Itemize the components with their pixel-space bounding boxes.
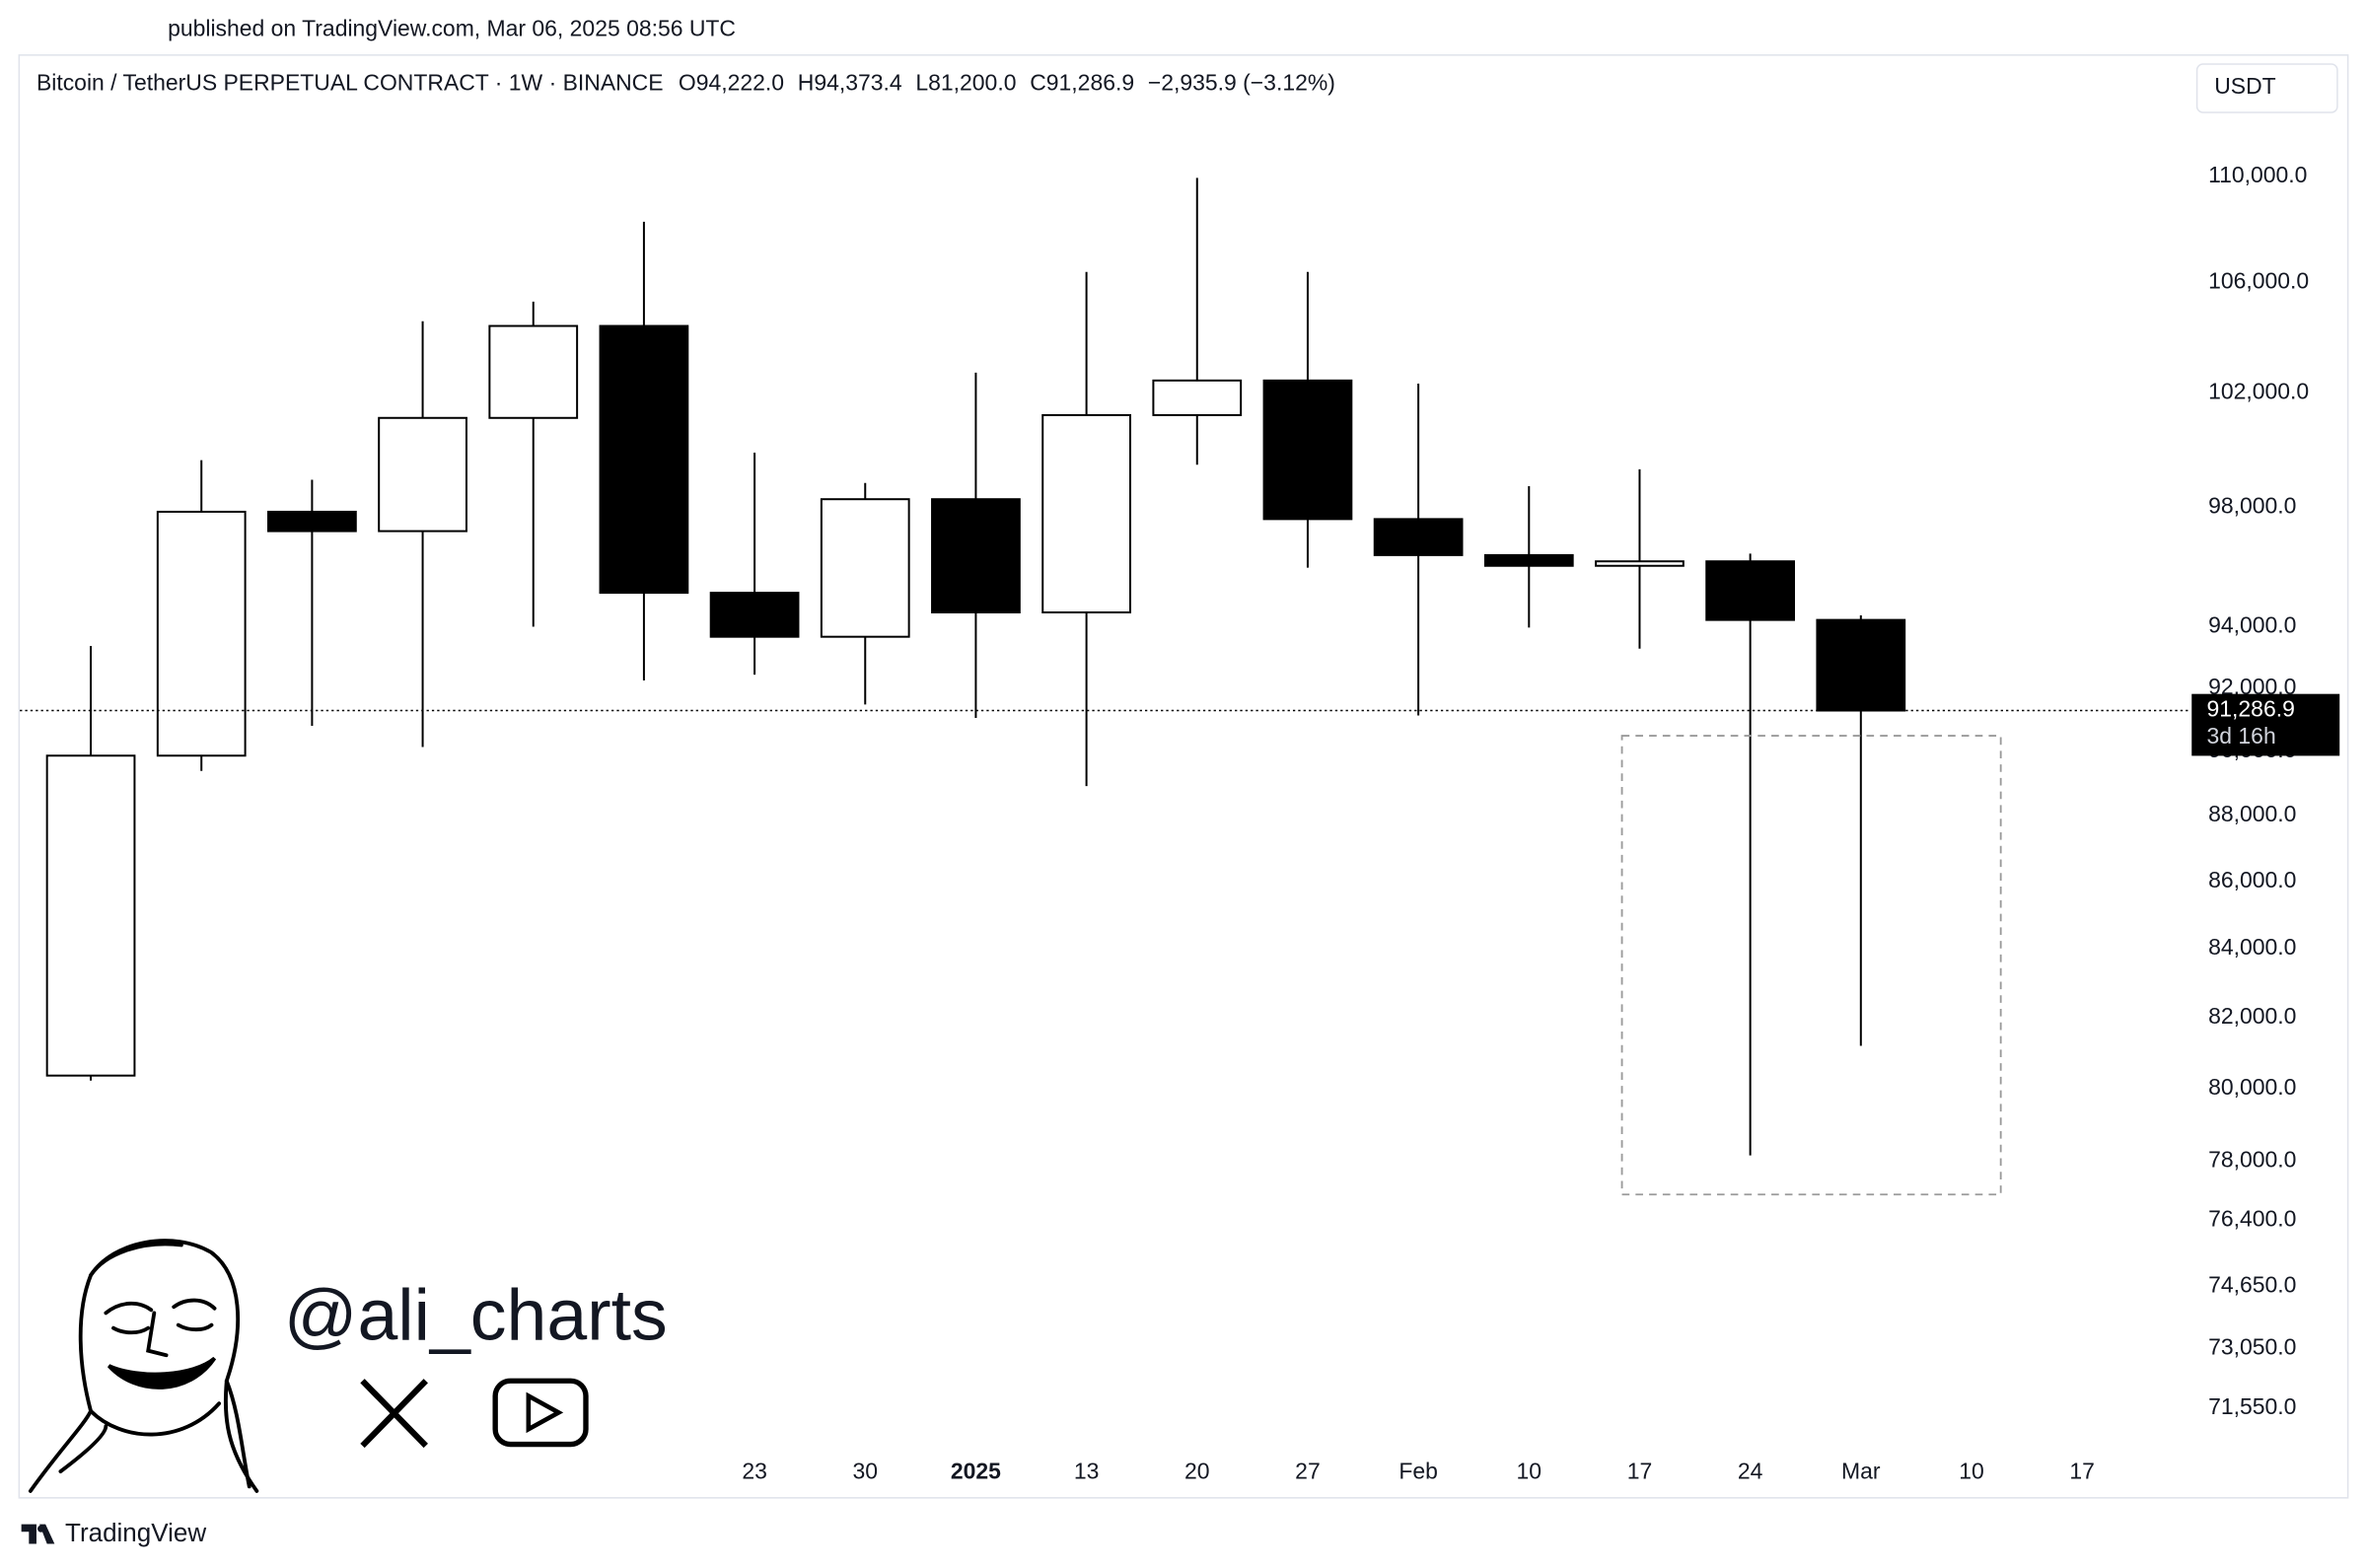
x-tick-label: 17 <box>2069 1459 2095 1484</box>
last-price-label: 91,286.9 <box>2207 696 2295 722</box>
countdown: 3d 16h <box>2207 723 2276 748</box>
candle-body <box>488 324 579 419</box>
x-tick-label: 10 <box>1959 1459 1984 1484</box>
x-tick-label: 20 <box>1184 1459 1210 1484</box>
y-tick-label: 88,000.0 <box>2208 801 2296 826</box>
x-tick-label: 2025 <box>951 1459 1001 1484</box>
candle-body <box>267 510 357 533</box>
ohlc-value: O94,222.0 <box>679 70 784 96</box>
published-note: published on TradingView.com, Mar 06, 20… <box>168 16 736 41</box>
candles <box>45 178 1906 1156</box>
x-tick-label: 24 <box>1738 1459 1763 1484</box>
y-tick-label: 94,000.0 <box>2208 612 2296 638</box>
y-tick-label: 82,000.0 <box>2208 1003 2296 1029</box>
candle-body <box>156 510 247 757</box>
ohlc-value: L81,200.0 <box>915 70 1016 96</box>
x-axis: 23 30 2025 13 20 27 Feb 10 17 24 Mar 10 17 <box>742 1459 2095 1484</box>
chart-frame <box>18 54 2349 1499</box>
ohlc-value: −2,935.9 (−3.12%) <box>1148 70 1335 96</box>
y-tick-label: 71,550.0 <box>2208 1393 2296 1419</box>
y-tick-label: 110,000.0 <box>2208 162 2307 187</box>
candle-body <box>1373 518 1464 556</box>
y-tick-label: 73,050.0 <box>2208 1334 2296 1360</box>
ohlc-value: C91,286.9 <box>1030 70 1134 96</box>
x-tick-label: 27 <box>1295 1459 1321 1484</box>
currency-label[interactable]: USDT <box>2214 73 2275 99</box>
chart-header: Bitcoin / TetherUS PERPETUAL CONTRACT · … <box>36 70 1335 96</box>
candle-body <box>1705 560 1796 621</box>
candle-body <box>1816 618 1906 712</box>
y-tick-label: 80,000.0 <box>2208 1074 2296 1100</box>
x-tick-label: 30 <box>852 1459 878 1484</box>
x-tick-label: Mar <box>1841 1459 1881 1484</box>
candle-body <box>709 592 800 638</box>
y-tick-label: 76,400.0 <box>2208 1205 2296 1231</box>
ohlc-value: H94,373.4 <box>798 70 902 96</box>
footer-logo <box>21 1524 55 1544</box>
y-tick-label: 86,000.0 <box>2208 867 2296 892</box>
chart-title: Bitcoin / TetherUS PERPETUAL CONTRACT · … <box>36 70 664 96</box>
highlight-box <box>1620 735 2002 1196</box>
currency-button[interactable] <box>2195 63 2338 113</box>
x-tick-label: Feb <box>1399 1459 1438 1484</box>
x-tick-label: 17 <box>1627 1459 1653 1484</box>
y-tick-label: 106,000.0 <box>2208 268 2309 294</box>
candle-body <box>1483 553 1574 567</box>
last-price: 91,286.93d 16h <box>20 693 2340 756</box>
candle-body <box>1041 413 1131 613</box>
youtube-logo <box>492 1378 589 1448</box>
y-tick-label: 78,000.0 <box>2208 1146 2296 1172</box>
candle-body <box>378 416 467 533</box>
footer-brand: TradingView <box>65 1518 206 1547</box>
last-price-box <box>2191 693 2340 756</box>
candle-body <box>820 498 910 638</box>
candle-body <box>1152 379 1243 416</box>
x-tick-label: 10 <box>1517 1459 1542 1484</box>
y-tick-label: 98,000.0 <box>2208 493 2296 519</box>
candle-body <box>931 498 1021 613</box>
y-tick-label: 84,000.0 <box>2208 934 2296 960</box>
candle-body <box>45 754 136 1077</box>
y-tick-label: 102,000.0 <box>2208 378 2309 403</box>
x-tick-label: 13 <box>1074 1459 1100 1484</box>
candle-body <box>1262 379 1353 521</box>
x-tick-label: 23 <box>742 1459 767 1484</box>
watermark-handle: @ali_charts <box>284 1274 668 1355</box>
y-tick-label: 74,650.0 <box>2208 1272 2296 1298</box>
watermark-avatar <box>28 1239 259 1493</box>
candle-body <box>599 324 689 595</box>
candle-body <box>1595 560 1685 567</box>
x-logo <box>360 1379 428 1449</box>
